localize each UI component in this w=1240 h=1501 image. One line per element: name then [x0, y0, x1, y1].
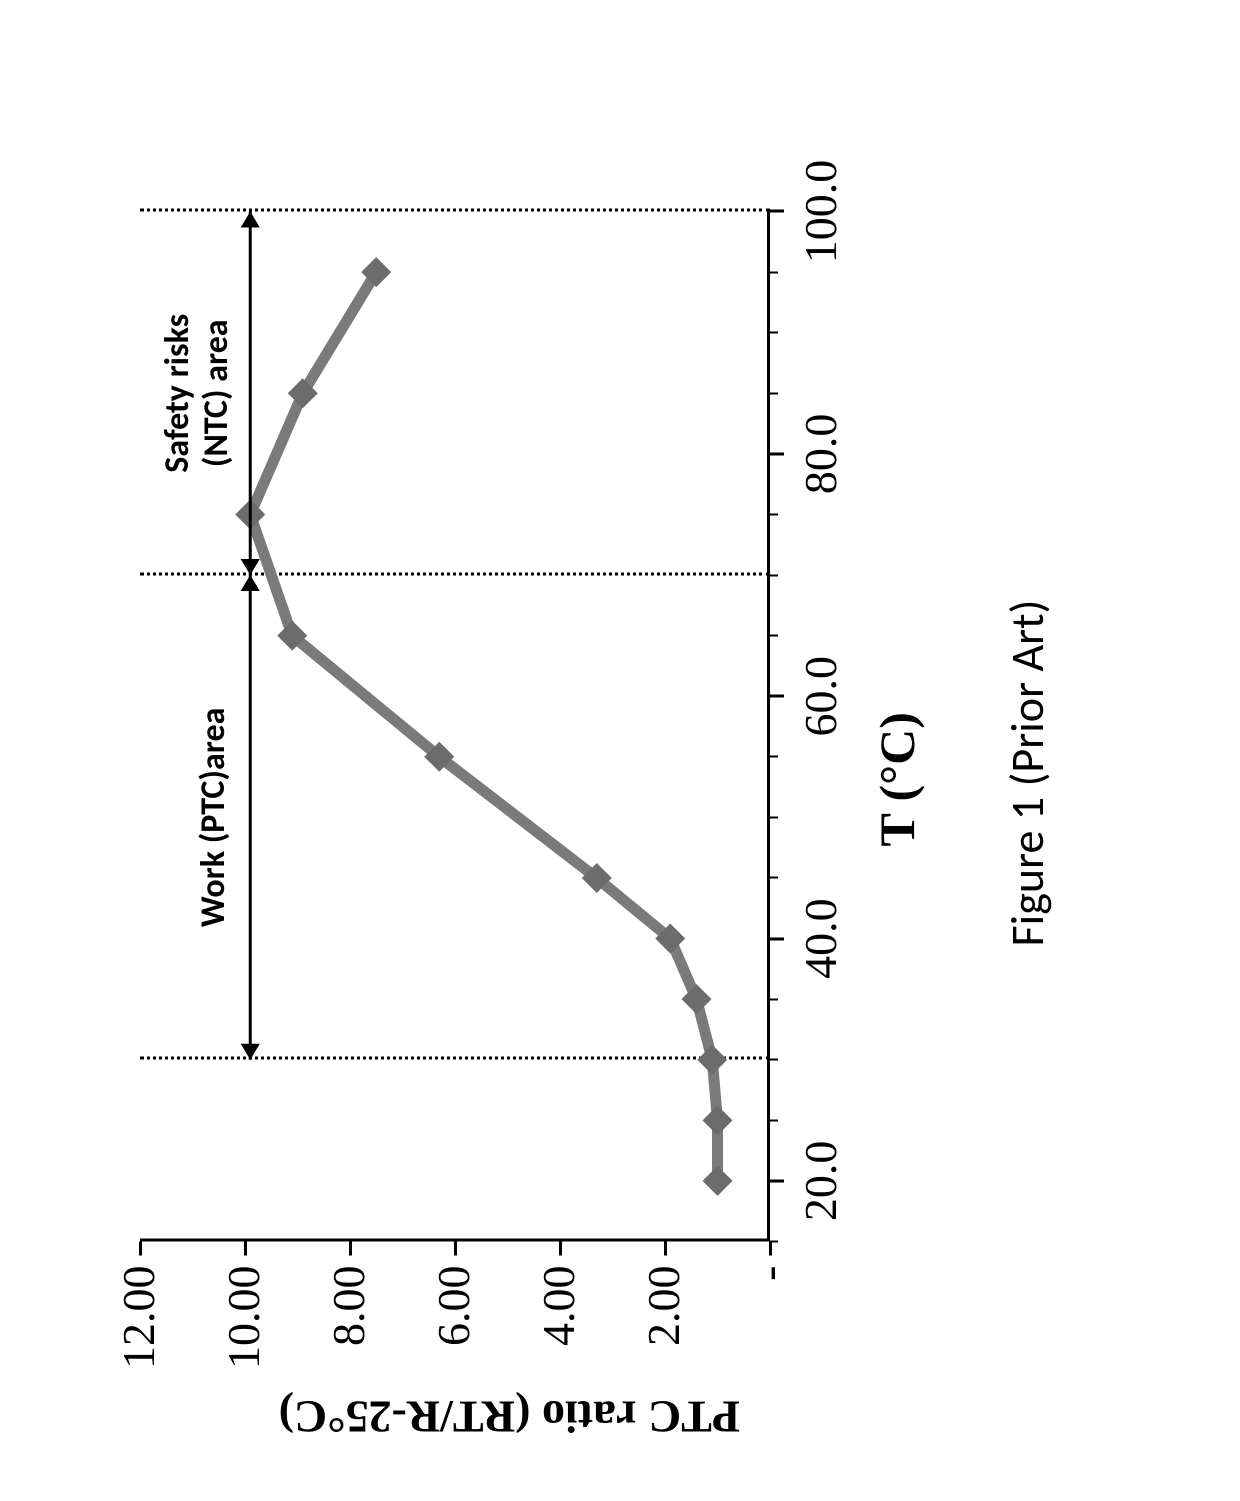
region-label-risk-line1: Safety risks: [157, 313, 198, 472]
region-label-risk-line2: (NTC) area: [196, 319, 237, 467]
region-label-work: Work (PTC)area: [194, 647, 233, 987]
region-label-risk: Safety risks(NTC) area: [158, 253, 236, 533]
figure-caption: Figure 1 (Prior Art): [1000, 599, 1056, 946]
